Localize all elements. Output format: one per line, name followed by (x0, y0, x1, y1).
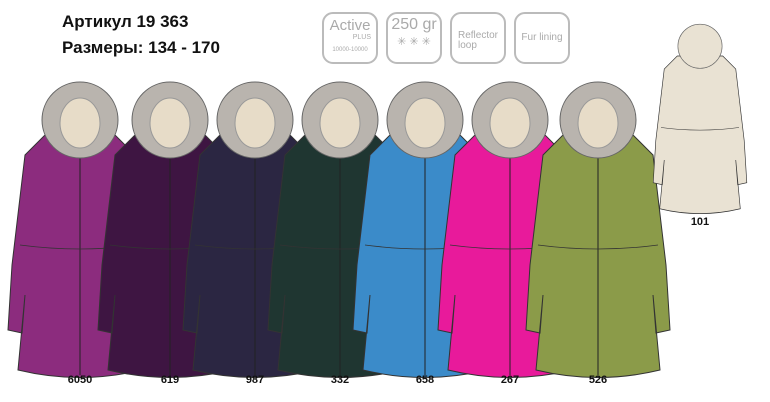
badge-text: loop (458, 40, 477, 51)
color-code: 332 (330, 374, 350, 386)
badge-text: Active (329, 17, 371, 34)
badge-text: 250 gr (391, 16, 437, 33)
color-code: 101 (690, 216, 710, 228)
color-code: 526 (588, 374, 608, 386)
active-plus-badge: Active PLUS 10000-10000 (322, 12, 378, 64)
jacket-526 (525, 81, 671, 378)
size-range: Размеры: 134 - 170 (62, 38, 220, 57)
badge-text: Fur lining (521, 32, 563, 43)
color-code: 658 (415, 374, 435, 386)
color-code: 6050 (67, 374, 93, 386)
color-code: 987 (245, 374, 265, 386)
insulation-badge: 250 gr ✳ ✳ ✳ (386, 12, 442, 64)
jacket-back-view-101 (652, 23, 748, 214)
color-code: 267 (500, 374, 520, 386)
article-number: Артикул 19 363 (62, 12, 189, 31)
color-code: 619 (160, 374, 180, 386)
badge-text: Reflector (457, 30, 498, 41)
badge-text: PLUS (352, 34, 371, 41)
snowflake-icon: ✳ ✳ ✳ (397, 36, 431, 48)
fur-lining-badge: Fur lining (514, 12, 570, 64)
badge-text: 10000-10000 (332, 47, 368, 53)
reflector-loop-badge: Reflector loop (450, 12, 506, 64)
